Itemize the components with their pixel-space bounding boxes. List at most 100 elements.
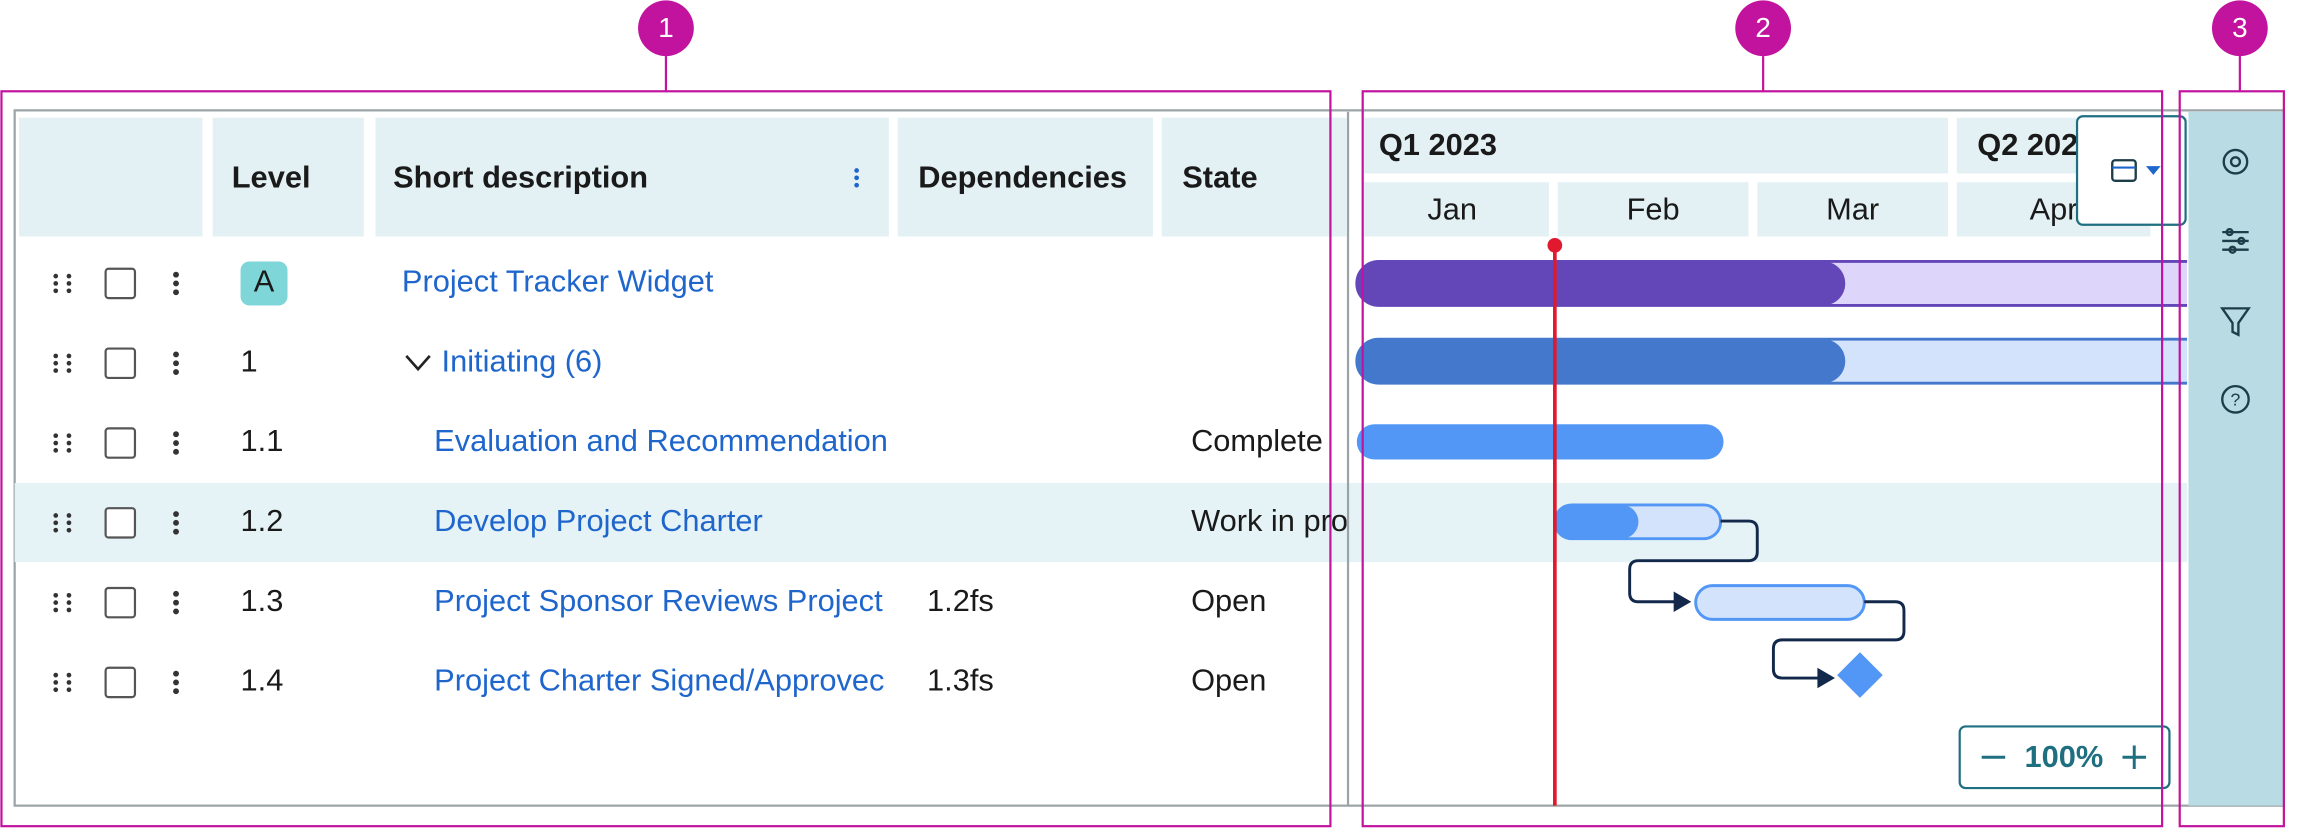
state: Open (1191, 583, 1266, 618)
row-menu-dot[interactable] (173, 360, 179, 367)
row-menu-dot[interactable] (173, 590, 179, 597)
row-menu-dot[interactable] (173, 608, 179, 615)
svg-text:?: ? (2231, 389, 2241, 409)
zoom-level: 100% (2024, 739, 2103, 774)
row-menu-dot[interactable] (173, 670, 179, 677)
table-rows: A Project Tracker Widget 1 Initiating (6) 1.… (53, 261, 1348, 699)
task-bar[interactable] (1694, 584, 1866, 621)
row-menu-dot[interactable] (173, 679, 179, 686)
dependency-arrow (1673, 591, 1836, 689)
row-highlight (14, 482, 2188, 563)
month-label: Mar (1826, 192, 1879, 227)
row-checkbox[interactable] (104, 586, 137, 619)
row-menu-dot[interactable] (173, 431, 179, 438)
drag-handle-dot (53, 281, 59, 286)
callout-badge (638, 0, 694, 57)
quarter-label: Q1 2023 (1379, 127, 1497, 162)
drag-handle-dot (53, 527, 59, 533)
drag-handle-dot (66, 368, 72, 373)
task-progress (1356, 261, 1846, 306)
month-label: Apr (2030, 192, 2078, 227)
drag-handle-dot (53, 520, 59, 526)
row-menu-dot[interactable] (173, 528, 179, 535)
drag-handle-dot (53, 353, 59, 359)
row-menu-dot[interactable] (173, 271, 179, 278)
drag-handle-dot (66, 273, 72, 279)
drag-handle-dot (66, 433, 72, 439)
row-checkbox[interactable] (104, 267, 137, 300)
drag-handle-dot (66, 672, 72, 678)
level: 1.2 (241, 503, 284, 538)
expand-chevron[interactable] (405, 355, 431, 372)
column-header[interactable]: Short description (393, 159, 648, 194)
drag-handle-dot (66, 607, 72, 613)
drag-handle-dot (66, 520, 72, 526)
zoom-control: 100% (1958, 725, 2171, 790)
task-link[interactable]: Initiating (6) (442, 343, 603, 378)
drag-handle-dot (53, 600, 59, 605)
drag-handle-dot (66, 353, 72, 359)
state: Open (1191, 663, 1266, 698)
drag-handle-dot (53, 288, 59, 294)
drag-handle-dot (66, 288, 72, 294)
task-link[interactable]: Evaluation and Recommendation (434, 423, 888, 458)
drag-handle-dot (53, 607, 59, 613)
column-header[interactable]: Dependencies (918, 159, 1127, 194)
row-menu-dot[interactable] (173, 351, 179, 358)
row-checkbox[interactable] (104, 666, 137, 699)
callout-number: 2 (1755, 12, 1771, 43)
task-bar[interactable] (1356, 424, 1724, 460)
task-link[interactable]: Develop Project Charter (434, 503, 763, 538)
drag-handle-dot (66, 281, 72, 286)
column-header[interactable]: State (1182, 159, 1257, 194)
level: 1.4 (241, 663, 284, 698)
task-link[interactable]: Project Sponsor Reviews Project (434, 583, 883, 618)
drag-handle-dot (66, 687, 72, 693)
row-menu-dot[interactable] (173, 599, 179, 606)
level: A (254, 264, 275, 299)
task-link[interactable]: Project Charter Signed/Approvec (434, 663, 884, 698)
row-checkbox[interactable] (104, 347, 137, 380)
row-menu-dot[interactable] (173, 440, 179, 446)
row-menu-dot[interactable] (173, 369, 179, 375)
settings-icon[interactable] (2222, 148, 2249, 175)
dependencies: 1.2fs (927, 583, 994, 618)
help-icon[interactable]: ? (2221, 384, 2250, 414)
row-menu-dot[interactable] (173, 688, 179, 695)
state: Complete (1191, 423, 1323, 458)
drag-handle-dot (53, 368, 59, 373)
milestone[interactable] (1837, 652, 1883, 698)
drag-handle-dot (66, 527, 72, 533)
row-menu-dot[interactable] (173, 519, 179, 526)
row-checkbox[interactable] (104, 507, 137, 539)
column-menu[interactable] (854, 168, 859, 188)
drag-handle-dot (66, 592, 72, 598)
drag-handle-dot (53, 672, 59, 678)
callouts: 1 2 3 (638, 0, 2268, 92)
drag-handle-dot (53, 440, 59, 446)
row-checkbox[interactable] (104, 427, 137, 459)
row-menu-dot[interactable] (173, 448, 179, 455)
drag-handle-dot (53, 687, 59, 693)
row-menu-dot[interactable] (173, 289, 179, 296)
drag-handle-dot (66, 680, 72, 685)
row-menu-dot[interactable] (173, 511, 179, 517)
side-panel (2188, 111, 2284, 806)
callout-box (1361, 90, 2164, 828)
drag-handle-dot (53, 273, 59, 279)
drag-handle-dot (53, 448, 59, 453)
calendar-button[interactable] (2075, 115, 2187, 226)
column-header[interactable]: Level (232, 159, 311, 194)
month-label: Jan (1427, 192, 1477, 227)
callout-number: 3 (2232, 12, 2248, 43)
level: 1.1 (241, 423, 284, 458)
filter-icon[interactable] (2220, 307, 2251, 337)
row-menu-dot[interactable] (173, 280, 179, 287)
task-link[interactable]: Project Tracker Widget (402, 264, 714, 299)
drag-handle-dot (53, 680, 59, 685)
drag-handle-dot (66, 600, 72, 605)
state: Work in pro (1191, 503, 1348, 538)
zoom-in[interactable] (2122, 745, 2146, 769)
adjust-icon[interactable] (2222, 228, 2249, 254)
drag-handle-dot (53, 513, 59, 518)
